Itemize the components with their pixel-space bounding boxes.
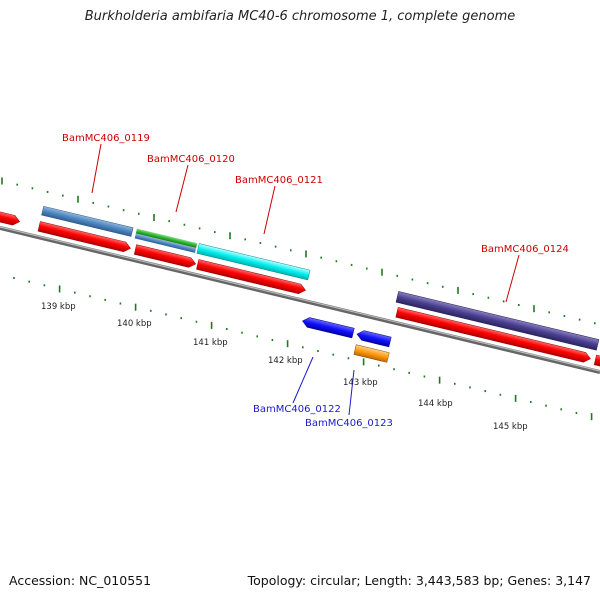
kbp-label-141: 141 kbp [193, 338, 228, 348]
leader-0122 [292, 356, 314, 404]
kbp-label-140: 140 kbp [117, 319, 152, 329]
gene-0119-feature-bar[interactable] [41, 205, 134, 237]
outer-tick-ring [1, 177, 596, 325]
gene-label-0121[interactable]: BamMC406_0121 [235, 175, 323, 186]
leader-0123 [348, 369, 355, 416]
cds-arrow-right-edge[interactable] [593, 354, 600, 372]
gene-0123-feature-bar[interactable] [353, 344, 390, 363]
cds-arrow-left-edge[interactable] [0, 209, 21, 227]
cds-arrow-0123[interactable] [356, 329, 392, 348]
gene-label-0124[interactable]: BamMC406_0124 [481, 244, 569, 255]
cds-arrow-0122[interactable] [301, 316, 355, 339]
gene-label-0122[interactable]: BamMC406_0122 [253, 404, 341, 415]
kbp-label-139: 139 kbp [41, 302, 76, 312]
gene-0120-feature-bar[interactable] [134, 233, 197, 253]
gene-label-0119[interactable]: BamMC406_0119 [62, 133, 150, 144]
kbp-label-145: 145 kbp [493, 422, 528, 432]
map-title: Burkholderia ambifaria MC40-6 chromosome… [84, 9, 516, 24]
accession-text: Accession: NC_010551 [9, 573, 152, 588]
cds-arrow-0121[interactable] [196, 259, 306, 296]
leader-0121 [263, 185, 276, 235]
gene-label-0123[interactable]: BamMC406_0123 [305, 418, 393, 429]
inner-tick-ring [13, 277, 593, 421]
kbp-label-143: 143 kbp [343, 378, 378, 388]
leader-0119 [91, 143, 102, 194]
backbone-line [0, 226, 600, 374]
feature-band-lower-2 [353, 344, 390, 363]
gene-label-0120[interactable]: BamMC406_0120 [147, 154, 235, 165]
feature-band-upper-2 [41, 205, 600, 351]
leader-0124 [505, 254, 520, 303]
feature-band-upper-1 [0, 209, 600, 372]
cds-arrow-0124[interactable] [395, 307, 592, 363]
cds-arrow-0119[interactable] [37, 221, 132, 254]
cds-arrow-0120[interactable] [133, 244, 197, 269]
gene-0120-green-bar[interactable] [135, 228, 198, 249]
genome-summary-text: Topology: circular; Length: 3,443,583 bp… [247, 573, 591, 588]
kbp-label-142: 142 kbp [268, 356, 303, 366]
kbp-label-144: 144 kbp [418, 399, 453, 409]
leader-0120 [175, 164, 189, 213]
feature-band-lower-1 [301, 316, 392, 348]
backbone-highlight [0, 226, 600, 372]
gene-0121-feature-bar[interactable] [196, 243, 311, 281]
gene-0124-feature-bar[interactable] [395, 291, 600, 351]
